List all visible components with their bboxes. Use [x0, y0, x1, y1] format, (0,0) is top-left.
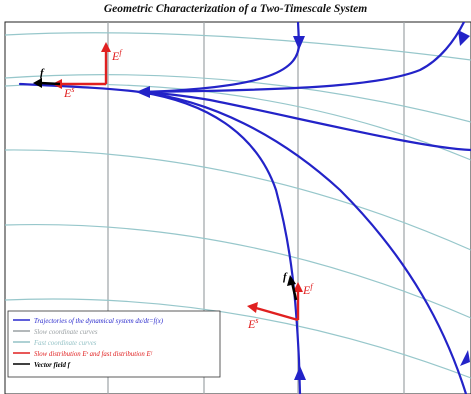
basis-bottom [247, 282, 303, 322]
basis-top [52, 42, 111, 89]
fast-basis-label: Ef [111, 48, 123, 63]
vector-field-arrow [290, 281, 298, 301]
legend-entry: Slow coordinate curves [13, 329, 98, 336]
slow-basis-label-base: E [247, 317, 256, 331]
vector-field-arrow [39, 81, 61, 86]
vector-field-arrowhead [33, 78, 42, 88]
legend-entry: Trajectories of the dynamical system dx/… [13, 318, 164, 325]
trajectory-arrowhead [294, 366, 306, 380]
legend: Trajectories of the dynamical system dx/… [7, 310, 221, 378]
vector-field-label: f [283, 271, 288, 283]
slow-basis-label: Es [63, 85, 74, 100]
trajectory [18, 82, 142, 94]
fast-basis-label-sup: f [119, 48, 123, 57]
slow-basis-label: Es [247, 316, 258, 331]
legend-label: Fast coordinate curves [33, 340, 97, 347]
vector-field-label: f [40, 67, 45, 79]
trajectory-arrowhead [460, 350, 470, 366]
slow-basis-label-sup: s [255, 316, 258, 325]
legend-box [7, 310, 221, 378]
vector-field-top [33, 78, 61, 88]
trajectory-arrows [136, 30, 470, 380]
fast-basis-label: Ef [302, 282, 314, 297]
trajectory [138, 90, 302, 394]
slow-basis-arrowhead [247, 302, 258, 313]
fast-coordinate-curve [5, 74, 471, 123]
legend-label: Slow distribution Eˢ and fast distributi… [34, 351, 154, 358]
legend-label: Trajectories of the dynamical system dx/… [34, 318, 164, 325]
trajectory-arrowhead [458, 30, 470, 46]
legend-entry: Vector field f [13, 362, 71, 369]
trajectory-arrowhead [293, 36, 305, 50]
legend-label: Slow coordinate curves [34, 329, 98, 336]
fast-basis-arrowhead [293, 282, 303, 292]
legend-label: Vector field f [34, 362, 71, 369]
trajectory [138, 90, 468, 394]
fast-coordinate-curve [5, 32, 471, 61]
legend-entry: Fast coordinate curves [13, 340, 97, 347]
trajectory [138, 22, 466, 94]
slow-basis-label-base: E [63, 86, 72, 100]
trajectory [138, 90, 471, 152]
trajectory-arrowhead [136, 86, 150, 98]
fast-basis-label-base: E [302, 283, 311, 297]
fast-basis-label-base: E [111, 49, 120, 63]
fast-basis-label-sup: f [310, 282, 314, 291]
vector-field-arrowhead [287, 275, 296, 286]
slow-basis-vector [255, 306, 299, 322]
fast-basis-arrowhead [101, 42, 111, 52]
vector-field-bottom [287, 275, 298, 301]
fast-coordinate-curve [5, 149, 471, 251]
fast-coordinate-curves [5, 32, 471, 379]
fast-coordinate-curve [5, 223, 471, 319]
legend-entry: Slow distribution Eˢ and fast distributi… [13, 351, 154, 358]
slow-basis-label-sup: s [71, 85, 74, 94]
figure-title: Geometric Characterization of a Two-Time… [103, 3, 368, 15]
fast-coordinate-curve [5, 298, 471, 379]
